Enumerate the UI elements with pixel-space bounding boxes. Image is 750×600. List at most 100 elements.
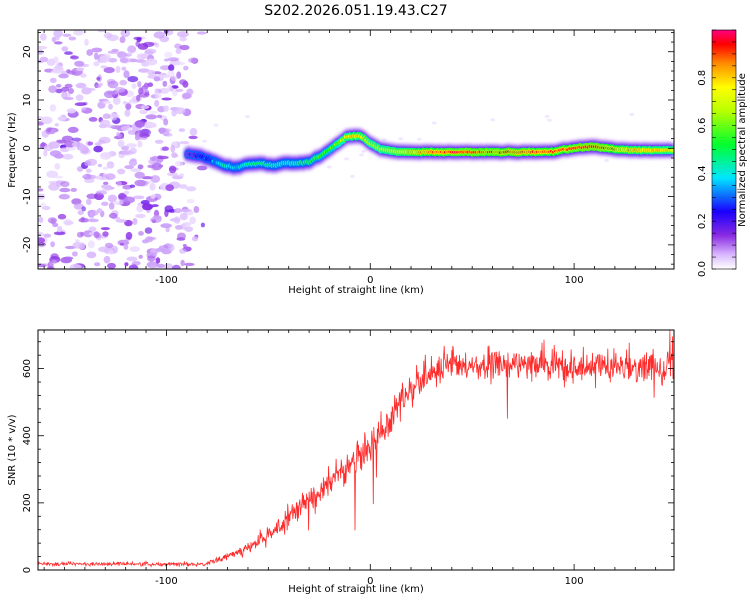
noise-speckle <box>111 48 119 53</box>
noise-speckle <box>85 168 92 173</box>
noise-speckle <box>163 105 169 112</box>
noise-speckle <box>154 42 160 48</box>
noise-speckle <box>196 165 208 171</box>
colorbar-tick-label: 0.2 <box>697 213 708 229</box>
noise-speckle <box>137 180 149 187</box>
noise-speckle <box>137 140 143 148</box>
noise-speckle <box>99 152 112 160</box>
noise-speckle <box>81 107 86 111</box>
noise-speckle <box>125 231 133 240</box>
noise-speckle <box>134 134 141 141</box>
noise-speckle <box>161 146 169 151</box>
noise-speckle <box>78 242 85 250</box>
noise-speckle <box>73 30 84 36</box>
noise-speckle <box>67 126 79 133</box>
noise-speckle <box>94 52 99 60</box>
noise-speckle <box>168 64 175 72</box>
noise-speckle <box>103 181 109 186</box>
noise-speckle <box>58 193 70 200</box>
noise-speckle <box>114 86 126 93</box>
noise-speckle <box>173 216 181 224</box>
noise-speckle <box>49 104 57 112</box>
noise-speckle <box>172 264 181 269</box>
noise-speckle <box>141 176 153 180</box>
noise-speckle <box>81 87 92 95</box>
noise-speckle <box>123 244 129 250</box>
noise-speckle <box>182 222 192 227</box>
noise-speckle <box>179 173 185 178</box>
noise-speckle <box>147 255 156 262</box>
noise-speckle <box>151 204 159 208</box>
noise-speckle <box>131 83 137 89</box>
noise-speckle <box>107 58 118 63</box>
ridge-peak <box>670 148 674 152</box>
noise-speckle <box>133 195 145 200</box>
y-tick-label: 20 <box>22 45 33 58</box>
noise-speckle <box>130 158 137 163</box>
noise-speckle <box>189 127 198 136</box>
noise-speckle <box>101 201 109 206</box>
noise-speckle <box>51 259 58 265</box>
noise-speckle <box>87 240 95 249</box>
noise-speckle <box>58 73 69 79</box>
colorbar-label: Normalized spectral amplitude <box>737 73 748 227</box>
chart-title: S202.2026.051.19.43.C27 <box>264 3 447 19</box>
noise-speckle <box>168 57 179 62</box>
noise-speckle <box>117 133 123 138</box>
noise-speckle <box>95 175 103 180</box>
noise-speckle <box>160 223 172 229</box>
noise-speckle <box>154 99 160 107</box>
spectrogram-ridge <box>183 127 674 177</box>
noise-speckle <box>147 82 154 87</box>
colorbar-ticks: 0.0 0.2 0.4 0.6 0.8 <box>697 29 736 277</box>
noise-speckle <box>53 175 64 179</box>
noise-speckle <box>169 86 174 92</box>
noise-speckle <box>188 135 198 140</box>
y-tick-label: 0 <box>22 567 33 573</box>
noise-speckle <box>71 198 82 205</box>
noise-speckle <box>93 145 103 153</box>
noise-speckle <box>98 82 103 87</box>
noise-speckle <box>62 33 72 37</box>
noise-speckle <box>129 147 137 155</box>
noise-speckle <box>547 118 552 122</box>
noise-speckle <box>178 128 186 132</box>
colorbar-tick-label: 0.4 <box>697 165 708 181</box>
noise-speckle <box>114 200 124 206</box>
noise-speckle <box>151 162 162 171</box>
noise-speckle <box>88 226 97 232</box>
noise-speckle <box>60 92 71 99</box>
noise-speckle <box>145 58 158 66</box>
noise-speckle <box>164 51 173 59</box>
noise-speckle <box>173 208 183 214</box>
noise-speckle <box>93 231 100 239</box>
noise-speckle <box>57 213 67 220</box>
noise-speckle <box>48 141 60 149</box>
noise-speckle <box>180 259 185 267</box>
noise-speckle <box>38 188 44 192</box>
noise-speckle <box>103 67 115 74</box>
noise-speckle <box>46 266 55 269</box>
noise-speckle <box>74 102 87 107</box>
noise-speckle <box>86 198 92 205</box>
noise-speckle <box>68 88 74 94</box>
noise-speckle <box>139 54 149 59</box>
noise-speckle <box>123 196 135 204</box>
noise-speckle <box>165 184 174 192</box>
noise-speckle <box>97 30 105 33</box>
noise-speckle <box>49 150 62 157</box>
noise-speckle <box>202 139 207 143</box>
noise-speckle <box>95 190 108 195</box>
noise-speckle <box>117 51 127 59</box>
noise-speckle <box>161 97 172 101</box>
noise-speckle <box>40 202 46 208</box>
noise-speckle <box>175 48 182 54</box>
noise-speckle <box>75 239 80 243</box>
noise-speckle <box>127 76 139 83</box>
snr-panel: -100 0 100 0 200 400 600 Height of straight li… <box>7 329 675 595</box>
noise-speckle <box>138 68 150 73</box>
noise-speckle <box>398 137 404 141</box>
